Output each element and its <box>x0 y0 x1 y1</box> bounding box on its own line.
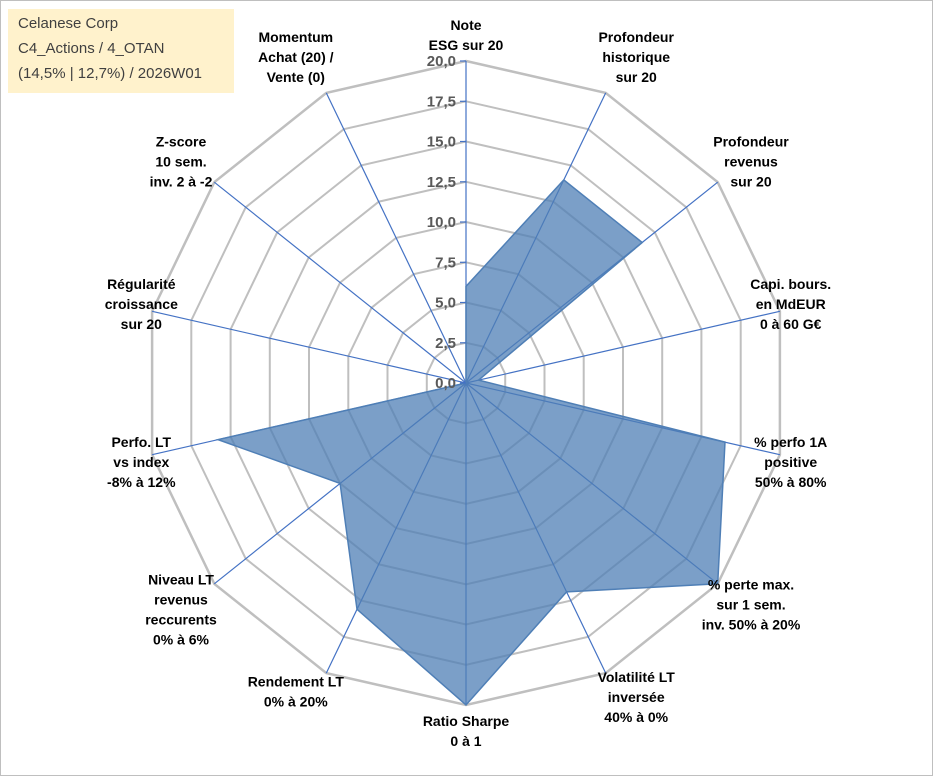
axis-label: Note ESG sur 20 <box>429 17 504 53</box>
axis-label: Momentum Achat (20) / Vente (0) <box>258 29 334 85</box>
axis-label: % perfo 1A positive 50% à 80% <box>754 434 827 490</box>
axis-label: Profondeur historique sur 20 <box>598 29 674 85</box>
tick-label: 17,5 <box>427 93 456 110</box>
axis-label: Ratio Sharpe 0 à 1 <box>423 713 510 749</box>
axis-label: % perte max. sur 1 sem. inv. 50% à 20% <box>702 577 801 633</box>
axis-label-line: % perfo 1A <box>754 434 827 450</box>
portfolio-label: C4_Actions / 4_OTAN <box>18 40 165 57</box>
axis-label-line: revenus <box>154 592 208 608</box>
tick-label: 15,0 <box>427 134 456 151</box>
axis-label-line: Note <box>450 17 481 33</box>
axis-label-line: 0% à 20% <box>264 694 328 710</box>
axis-label-line: Rendement LT <box>248 674 345 690</box>
axis-label: Régularité croissance sur 20 <box>105 276 178 332</box>
axis-label-line: inversée <box>608 689 665 705</box>
axis-label-line: historique <box>602 49 670 65</box>
axis-label-line: croissance <box>105 296 178 312</box>
axis-label-line: Volatilité LT <box>598 669 676 685</box>
axis-label-line: 50% à 80% <box>755 474 827 490</box>
axis-label-line: vs index <box>113 454 169 470</box>
tick-label: 7,5 <box>435 254 456 271</box>
axis-label: Volatilité LT inversée 40% à 0% <box>598 669 676 725</box>
axis-label-line: Z-score <box>156 134 207 150</box>
axis-label-line: 40% à 0% <box>604 709 668 725</box>
axis-label: Z-score 10 sem. inv. 2 à -2 <box>150 134 213 190</box>
axis-label-line: Profondeur <box>713 134 789 150</box>
axis-label: Perfo. LT vs index -8% à 12% <box>107 434 176 490</box>
axis-label-line: 0% à 6% <box>153 632 210 648</box>
axis-label-line: Vente (0) <box>267 69 325 85</box>
axis-label-line: Achat (20) / <box>258 49 334 65</box>
radar-axis-labels: Note ESG sur 20 Profondeur historique sur 20… <box>105 17 831 749</box>
axis-label: Capi. bours. en MdEUR 0 à 60 G€ <box>750 276 831 332</box>
axis-label-line: Niveau LT <box>148 572 214 588</box>
axis-spoke <box>151 310 467 384</box>
axis-label-line: Régularité <box>107 276 176 292</box>
axis-label-line: Capi. bours. <box>750 276 831 292</box>
axis-spoke <box>325 92 467 384</box>
axis-label-line: positive <box>764 454 817 470</box>
axis-label-line: 0 à 60 G€ <box>760 316 822 332</box>
info-box: Celanese Corp C4_Actions / 4_OTAN (14,5%… <box>8 9 234 93</box>
axis-label-line: Perfo. LT <box>111 434 171 450</box>
axis-label-line: Profondeur <box>598 29 674 45</box>
axis-label-line: inv. 50% à 20% <box>702 617 801 633</box>
tick-label: 5,0 <box>435 295 456 312</box>
axis-label: Niveau LT revenus reccurents 0% à 6% <box>145 572 217 648</box>
parameters-label: (14,5% | 12,7%) / 2026W01 <box>18 65 202 82</box>
tick-label: 0,0 <box>435 375 456 392</box>
tick-label: 2,5 <box>435 335 456 352</box>
tick-label: 12,5 <box>427 174 456 191</box>
axis-label-line: inv. 2 à -2 <box>150 174 213 190</box>
axis-label: Rendement LT 0% à 20% <box>248 674 345 710</box>
axis-label-line: revenus <box>724 154 778 170</box>
axis-label: Profondeur revenus sur 20 <box>713 134 789 190</box>
axis-label-line: Ratio Sharpe <box>423 713 510 729</box>
radar-ticks: 0,0 2,5 5,0 7,5 10,0 12,5 15,0 17,5 20,0 <box>427 53 466 392</box>
axis-label-line: ESG sur 20 <box>429 37 504 53</box>
company-name: Celanese Corp <box>18 15 119 32</box>
tick-label: 10,0 <box>427 214 456 231</box>
axis-label-line: sur 20 <box>616 69 657 85</box>
axis-label-line: sur 1 sem. <box>716 597 785 613</box>
axis-label-line: en MdEUR <box>756 296 826 312</box>
axis-spoke <box>213 181 467 384</box>
axis-label-line: sur 20 <box>730 174 771 190</box>
axis-label-line: 0 à 1 <box>450 733 481 749</box>
radar-series <box>215 178 726 707</box>
axis-label-line: reccurents <box>145 612 217 628</box>
axis-label-line: sur 20 <box>121 316 162 332</box>
axis-spoke <box>465 310 781 384</box>
axis-label-line: Momentum <box>258 29 333 45</box>
series-area <box>215 178 726 707</box>
axis-label-line: -8% à 12% <box>107 474 176 490</box>
axis-label-line: % perte max. <box>708 577 794 593</box>
tick-label: 20,0 <box>427 53 456 70</box>
axis-label-line: 10 sem. <box>155 154 206 170</box>
